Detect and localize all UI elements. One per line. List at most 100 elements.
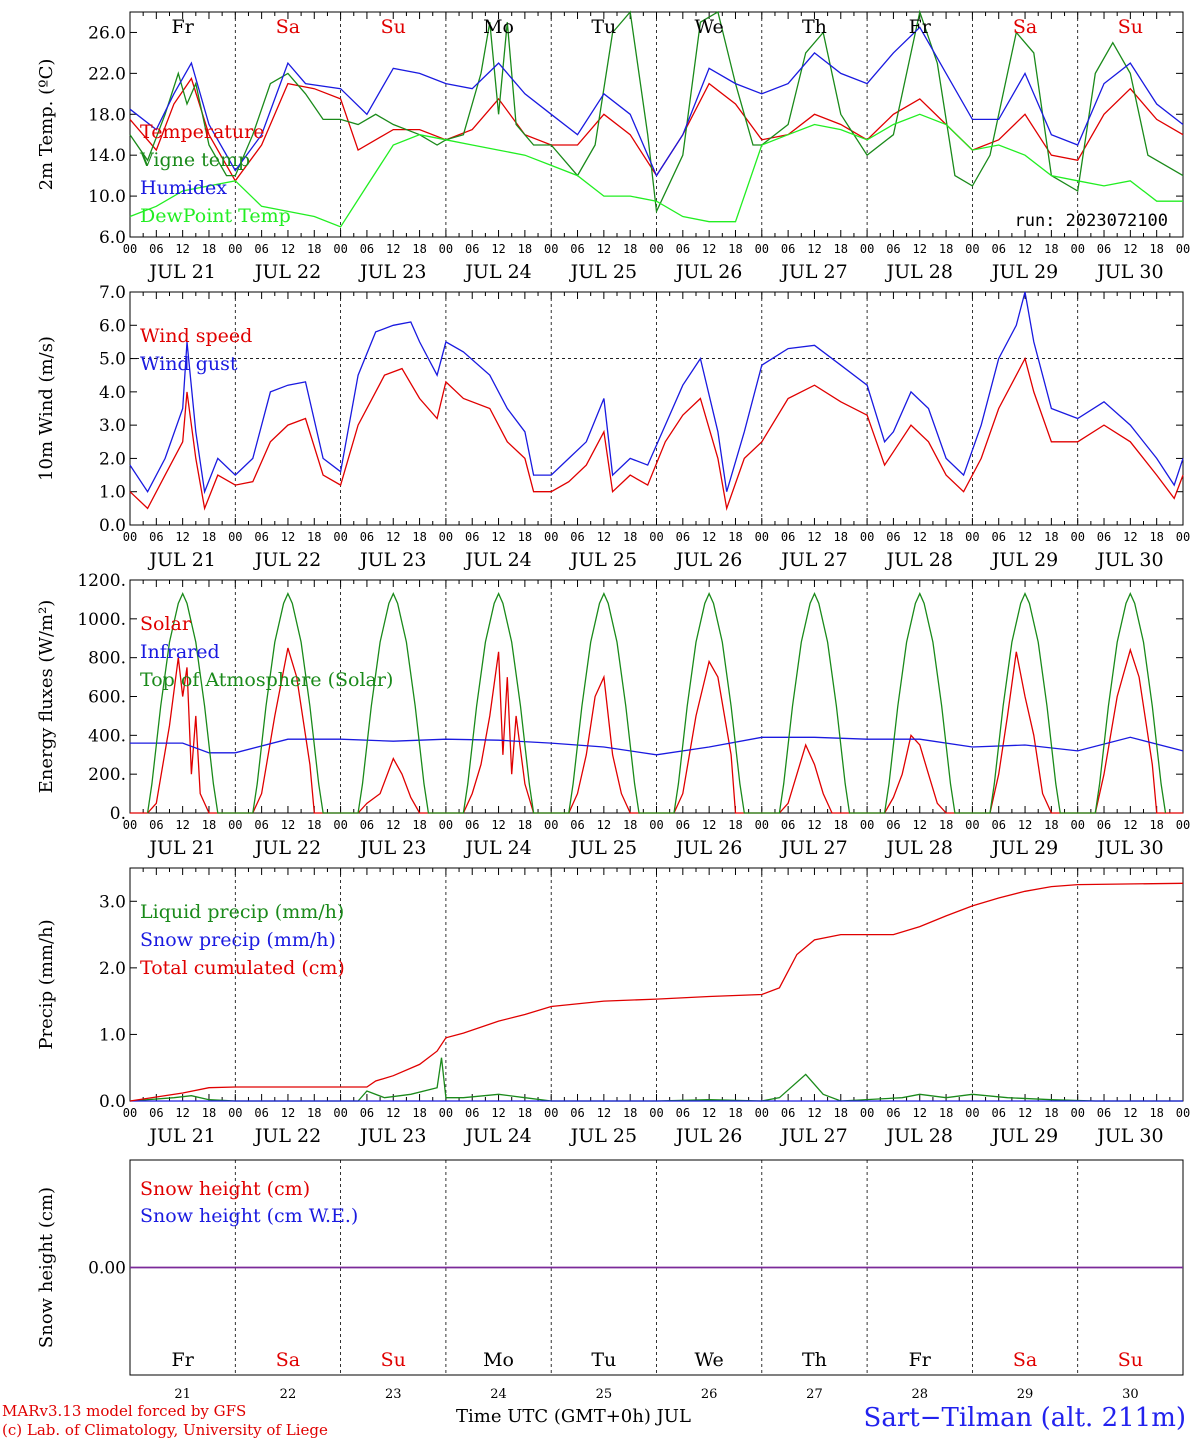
hour-tick-label: 00	[333, 530, 347, 544]
hour-tick-label: 18	[623, 1106, 637, 1120]
hour-tick-label: 12	[702, 818, 716, 832]
hour-tick-label: 06	[781, 818, 795, 832]
hour-tick-label: 18	[1044, 1106, 1058, 1120]
hour-tick-label: 00	[965, 818, 979, 832]
y-tick-label: 6.0	[99, 228, 126, 248]
model-credit: MARv3.13 model forced by GFS	[2, 1402, 247, 1420]
date-label: JUL 23	[358, 549, 426, 571]
date-label: JUL 21	[147, 261, 215, 283]
legend-entry: Temperature	[140, 121, 264, 143]
hour-tick-label: 06	[465, 1106, 479, 1120]
hour-tick-label: 12	[1018, 530, 1032, 544]
series-line	[129, 26, 1184, 177]
hour-tick-label: 00	[1176, 818, 1190, 832]
date-label: JUL 25	[569, 261, 637, 283]
y-tick-label: 4.0	[99, 383, 126, 403]
legend-entry: Top of Atmosphere (Solar)	[140, 669, 393, 691]
y-tick-label: 0.0	[99, 1092, 126, 1112]
hour-tick-label: 18	[939, 1106, 953, 1120]
hour-tick-label: 00	[1070, 530, 1084, 544]
hour-tick-label: 12	[175, 530, 189, 544]
y-tick-label: 22.0	[88, 64, 126, 84]
weekday-label: Mo	[483, 1349, 514, 1371]
series-line	[129, 356, 1184, 511]
hour-tick-label: 12	[491, 818, 505, 832]
hour-tick-label: 06	[1097, 530, 1111, 544]
hour-tick-label: 12	[491, 242, 505, 256]
hour-tick-label: 18	[834, 818, 848, 832]
hour-tick-label: 06	[149, 242, 163, 256]
hour-tick-label: 12	[1123, 530, 1137, 544]
date-label: JUL 22	[253, 549, 321, 571]
weekday-label: Fr	[909, 1349, 932, 1371]
station-title: Sart−Tilman (alt. 211m)	[863, 1403, 1186, 1433]
legend-entry: Snow precip (mm/h)	[140, 929, 336, 951]
hour-tick-label: 12	[1123, 1106, 1137, 1120]
hour-tick-label: 18	[412, 530, 426, 544]
y-tick-label: 0.	[110, 804, 126, 824]
hour-tick-label: 12	[175, 818, 189, 832]
legend-entry: Liquid precip (mm/h)	[140, 901, 344, 923]
hour-tick-label: 06	[991, 242, 1005, 256]
hour-tick-label: 06	[676, 1106, 690, 1120]
weekday-label: Th	[802, 1349, 827, 1371]
hour-tick-label: 12	[386, 818, 400, 832]
weekday-label: Fr	[909, 16, 932, 38]
hour-tick-label: 18	[939, 818, 953, 832]
weekday-label: Sa	[276, 16, 300, 38]
hour-tick-label: 18	[1044, 530, 1058, 544]
hour-tick-label: 06	[254, 1106, 268, 1120]
hour-tick-label: 06	[360, 530, 374, 544]
hour-tick-label: 00	[123, 530, 137, 544]
hour-tick-label: 00	[649, 242, 663, 256]
date-label: JUL 27	[779, 261, 847, 283]
date-label: JUL 29	[990, 1125, 1058, 1147]
hour-tick-label: 12	[702, 1106, 716, 1120]
y-tick-label: 1200.	[77, 571, 126, 591]
hour-tick-label: 00	[228, 530, 242, 544]
date-label: JUL 30	[1095, 549, 1163, 571]
hour-tick-label: 18	[834, 530, 848, 544]
legend-entry: Snow height (cm)	[140, 1178, 310, 1200]
hour-tick-label: 00	[333, 818, 347, 832]
hour-tick-label: 00	[755, 530, 769, 544]
hour-tick-label: 06	[781, 242, 795, 256]
hour-tick-label: 18	[307, 530, 321, 544]
y-tick-label: 3.0	[99, 416, 126, 436]
date-label: JUL 22	[253, 261, 321, 283]
hour-tick-label: 00	[228, 242, 242, 256]
hour-tick-label: 12	[1123, 818, 1137, 832]
date-label: JUL 22	[253, 1125, 321, 1147]
day-number: 25	[596, 1387, 613, 1402]
hour-tick-label: 18	[202, 818, 216, 832]
y-tick-label: 1000.	[77, 610, 126, 630]
hour-tick-label: 12	[386, 1106, 400, 1120]
hour-tick-label: 12	[597, 530, 611, 544]
y-tick-label: 2.0	[99, 959, 126, 979]
date-label: JUL 23	[358, 1125, 426, 1147]
hour-tick-label: 06	[781, 530, 795, 544]
date-label: JUL 21	[147, 549, 215, 571]
hour-tick-label: 00	[1176, 530, 1190, 544]
y-axis-label: 2m Temp. (ºC)	[36, 59, 57, 191]
weekday-label: Sa	[1013, 16, 1037, 38]
y-tick-label: 26.0	[88, 23, 126, 43]
hour-tick-label: 18	[939, 530, 953, 544]
hour-tick-label: 18	[939, 242, 953, 256]
day-number: 23	[385, 1387, 402, 1402]
hour-tick-label: 12	[281, 242, 295, 256]
series-line	[129, 113, 1183, 228]
day-number: 22	[280, 1387, 297, 1402]
date-label: JUL 30	[1095, 837, 1163, 859]
date-label: JUL 23	[358, 837, 426, 859]
date-label: JUL 25	[569, 837, 637, 859]
hour-tick-label: 18	[728, 818, 742, 832]
series-line	[146, 592, 1167, 814]
series-line	[130, 647, 1183, 814]
hour-tick-label: 18	[412, 818, 426, 832]
hour-tick-label: 12	[597, 818, 611, 832]
day-number: 27	[806, 1387, 823, 1402]
weekday-label: Mo	[483, 16, 514, 38]
date-label: JUL 27	[779, 549, 847, 571]
hour-tick-label: 18	[623, 818, 637, 832]
